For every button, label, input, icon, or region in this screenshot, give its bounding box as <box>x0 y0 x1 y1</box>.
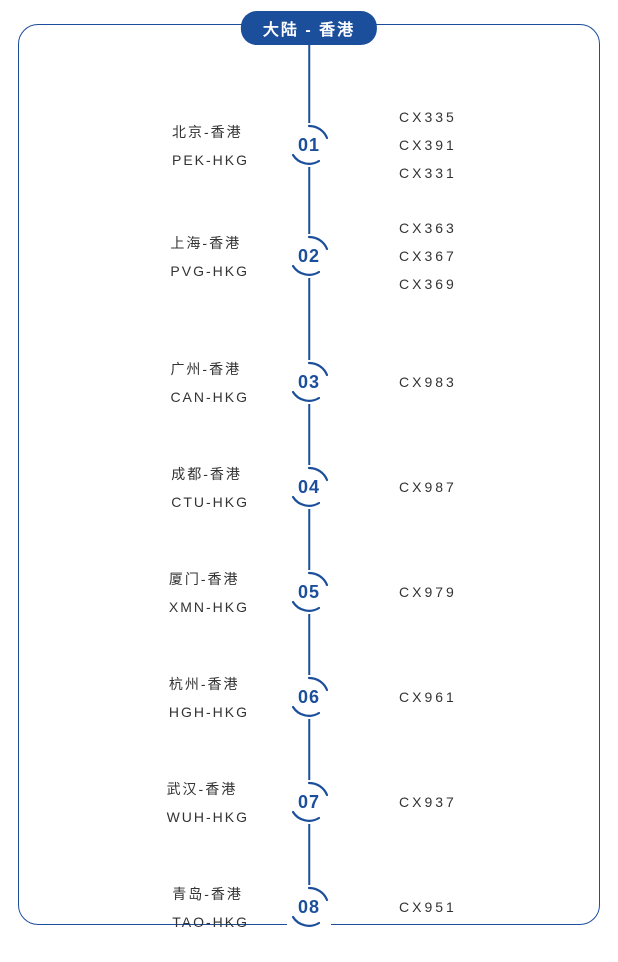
flight-number: CX369 <box>399 270 457 298</box>
flights-list: CX937 <box>399 788 457 816</box>
route-row: 青岛-香港 TAO-HKG 08 CX951 <box>19 852 599 962</box>
flights-list: CX983 <box>399 368 457 396</box>
route-code: TAO-HKG <box>172 914 249 930</box>
flight-number: CX979 <box>399 578 457 606</box>
flights-list: CX335CX391CX331 <box>399 103 457 187</box>
route-left: 北京-香港 PEK-HKG <box>172 122 249 168</box>
timeline-node: 02 <box>287 234 331 278</box>
route-code: WUH-HKG <box>167 809 249 825</box>
route-row: 成都-香港 CTU-HKG 04 CX987 <box>19 432 599 542</box>
timeline-node: 06 <box>287 675 331 719</box>
main-container: 大陆 - 香港 北京-香港 PEK-HKG 01 CX335CX391CX331 上海-… <box>18 24 600 925</box>
route-code: PEK-HKG <box>172 152 249 168</box>
node-number: 04 <box>298 477 320 498</box>
route-left: 武汉-香港 WUH-HKG <box>167 779 249 825</box>
route-name-cn: 武汉-香港 <box>167 779 249 799</box>
node-number: 05 <box>298 582 320 603</box>
route-code: HGH-HKG <box>169 704 249 720</box>
timeline-node: 03 <box>287 360 331 404</box>
route-name-cn: 北京-香港 <box>172 122 249 142</box>
flights-list: CX979 <box>399 578 457 606</box>
route-left: 厦门-香港 XMN-HKG <box>169 569 249 615</box>
route-name-cn: 上海-香港 <box>170 233 249 253</box>
flight-number: CX363 <box>399 214 457 242</box>
route-left: 杭州-香港 HGH-HKG <box>169 674 249 720</box>
flight-number: CX987 <box>399 473 457 501</box>
flights-list: CX951 <box>399 893 457 921</box>
header-title: 大陆 - 香港 <box>263 22 355 39</box>
route-row: 上海-香港 PVG-HKG 02 CX363CX367CX369 <box>19 201 599 311</box>
node-number: 02 <box>298 246 320 267</box>
flights-list: CX961 <box>399 683 457 711</box>
route-name-cn: 青岛-香港 <box>172 884 249 904</box>
node-number: 01 <box>298 135 320 156</box>
route-row: 厦门-香港 XMN-HKG 05 CX979 <box>19 537 599 647</box>
flights-list: CX363CX367CX369 <box>399 214 457 298</box>
route-left: 上海-香港 PVG-HKG <box>170 233 249 279</box>
route-row: 武汉-香港 WUH-HKG 07 CX937 <box>19 747 599 857</box>
timeline-node: 07 <box>287 780 331 824</box>
timeline-node: 04 <box>287 465 331 509</box>
route-name-cn: 厦门-香港 <box>169 569 249 589</box>
timeline-node: 05 <box>287 570 331 614</box>
node-number: 03 <box>298 372 320 393</box>
route-code: XMN-HKG <box>169 599 249 615</box>
flight-number: CX937 <box>399 788 457 816</box>
route-row: 广州-香港 CAN-HKG 03 CX983 <box>19 327 599 437</box>
route-code: CTU-HKG <box>171 494 249 510</box>
flight-number: CX961 <box>399 683 457 711</box>
node-number: 08 <box>298 897 320 918</box>
timeline-node: 01 <box>287 123 331 167</box>
route-name-cn: 广州-香港 <box>170 359 249 379</box>
route-left: 广州-香港 CAN-HKG <box>170 359 249 405</box>
route-name-cn: 成都-香港 <box>171 464 249 484</box>
flight-number: CX951 <box>399 893 457 921</box>
timeline-node: 08 <box>287 885 331 929</box>
node-number: 06 <box>298 687 320 708</box>
route-name-cn: 杭州-香港 <box>169 674 249 694</box>
flight-number: CX331 <box>399 159 457 187</box>
route-left: 成都-香港 CTU-HKG <box>171 464 249 510</box>
route-code: CAN-HKG <box>170 389 249 405</box>
route-left: 青岛-香港 TAO-HKG <box>172 884 249 930</box>
route-code: PVG-HKG <box>170 263 249 279</box>
flight-number: CX983 <box>399 368 457 396</box>
flight-number: CX335 <box>399 103 457 131</box>
route-row: 北京-香港 PEK-HKG 01 CX335CX391CX331 <box>19 90 599 200</box>
flights-list: CX987 <box>399 473 457 501</box>
node-number: 07 <box>298 792 320 813</box>
route-row: 杭州-香港 HGH-HKG 06 CX961 <box>19 642 599 752</box>
flight-number: CX367 <box>399 242 457 270</box>
flight-number: CX391 <box>399 131 457 159</box>
